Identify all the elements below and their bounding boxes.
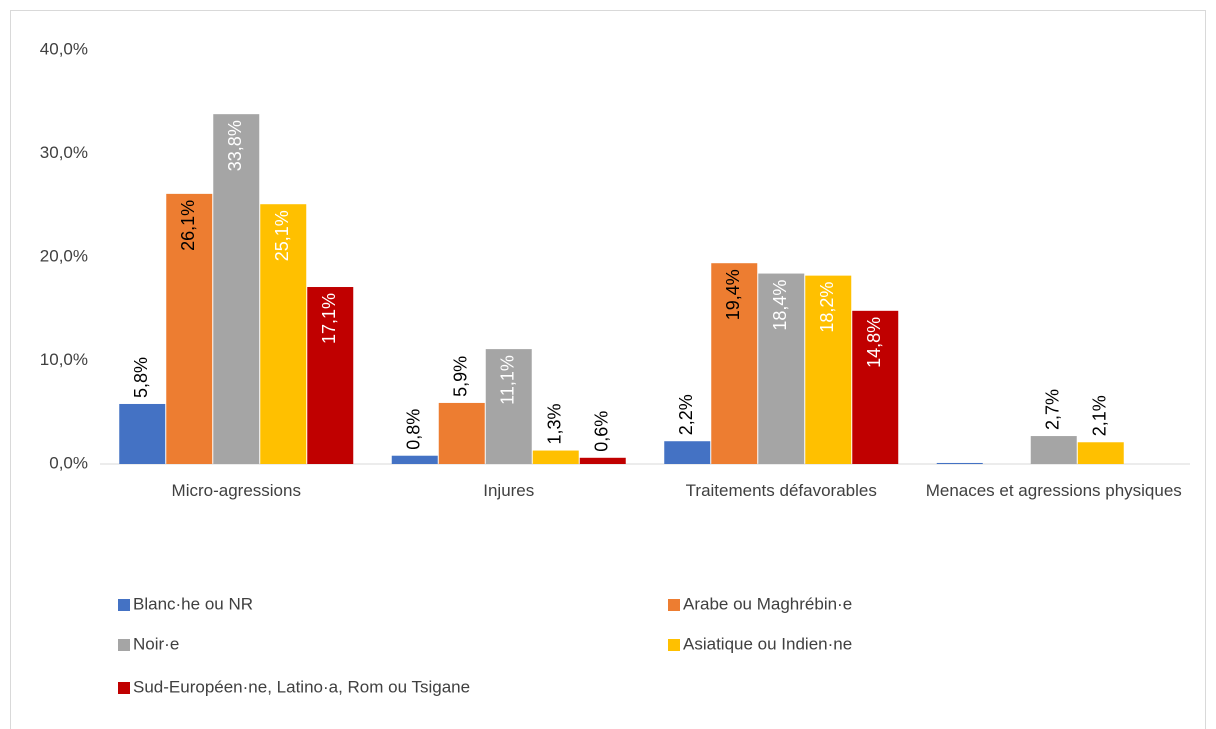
legend-swatch (118, 682, 130, 694)
data-label: 18,4% (770, 280, 790, 331)
legend-label: Noir·e (133, 634, 179, 653)
bar (711, 263, 758, 464)
bar (852, 310, 899, 464)
bar (438, 402, 485, 464)
data-label: 25,1% (272, 210, 292, 261)
bar (579, 457, 626, 464)
x-tick-label: Menaces et agressions physiques (925, 481, 1182, 500)
bar (936, 462, 983, 464)
y-tick-label: 0,0% (49, 453, 88, 472)
data-label: 0,6% (592, 411, 612, 452)
data-label: 26,1% (178, 200, 198, 251)
data-label: 5,8% (131, 357, 151, 398)
bar (758, 273, 805, 464)
legend-swatch (118, 639, 130, 651)
data-label: 0,8% (404, 409, 424, 450)
legend-label: Arabe ou Maghrébin·e (683, 594, 852, 613)
data-label: 5,9% (451, 356, 471, 397)
x-tick-label: Injures (483, 481, 535, 500)
bar (1077, 442, 1124, 464)
data-label: 33,8% (225, 120, 245, 171)
data-label: 17,1% (319, 293, 339, 344)
bar (805, 275, 852, 464)
data-label: 2,1% (1090, 395, 1110, 436)
legend-swatch (118, 599, 130, 611)
x-tick-label-box: Menaces et agressions physiques (925, 481, 1182, 500)
legend-label: Asiatique ou Indien·ne (683, 634, 852, 653)
bar (307, 287, 354, 464)
data-label: 2,7% (1043, 389, 1063, 430)
bar (391, 455, 438, 464)
y-tick-label: 30,0% (40, 143, 88, 162)
bar (166, 193, 213, 465)
data-label: 14,8% (864, 317, 884, 368)
x-tick-label-box: Micro-agressions (171, 481, 301, 500)
x-tick-label: Traitements défavorables (685, 481, 877, 500)
legend-swatch (668, 639, 680, 651)
data-label: 18,2% (817, 282, 837, 333)
bar (119, 403, 166, 464)
data-label: 19,4% (723, 269, 743, 320)
bar (485, 349, 532, 464)
data-label: 2,2% (676, 394, 696, 435)
x-tick-label: Micro-agressions (171, 481, 301, 500)
legend-swatch (668, 599, 680, 611)
data-label: 1,3% (545, 404, 565, 445)
data-label: 11,1% (498, 355, 518, 405)
y-tick-label: 40,0% (40, 39, 88, 58)
x-tick-label-box: Traitements défavorables (685, 481, 877, 500)
y-tick-label: 20,0% (40, 246, 88, 265)
y-tick-label: 10,0% (40, 350, 88, 369)
x-tick-label-box: Injures (483, 481, 535, 500)
bar (1030, 436, 1077, 464)
bar (213, 114, 260, 465)
legend-label: Sud-Européen·ne, Latino·a, Rom ou Tsigan… (133, 677, 470, 696)
bar (260, 204, 307, 464)
bar (532, 450, 579, 464)
legend-label: Blanc·he ou NR (133, 594, 253, 613)
bar (664, 441, 711, 464)
